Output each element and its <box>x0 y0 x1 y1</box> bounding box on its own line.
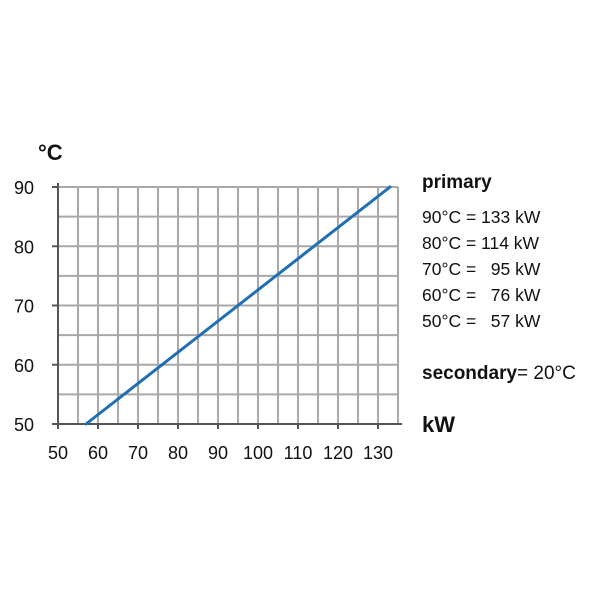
secondary-label: secondary <box>422 363 518 384</box>
secondary-note: secondary= 20°C <box>422 363 576 385</box>
y-axis-unit: °C <box>38 140 63 165</box>
legend-row: 60°C = 76 kW <box>422 285 541 305</box>
series <box>84 185 392 426</box>
x-axis-unit: kW <box>422 412 455 437</box>
y-tick-label: 70 <box>14 297 34 317</box>
x-tick-label: 60 <box>88 443 108 463</box>
series-line <box>84 185 392 426</box>
legend-row: 50°C = 57 kW <box>422 311 541 331</box>
legend-row: 70°C = 95 kW <box>422 259 541 279</box>
x-tick-label: 90 <box>208 443 228 463</box>
legend-title: primary <box>422 172 492 193</box>
tick-labels: 50 60 70 80 90 100 110 120 130 90 80 70 60 50 <box>14 178 393 463</box>
legend-row: 80°C = 114 kW <box>422 233 540 253</box>
y-tick-label: 80 <box>14 237 34 257</box>
x-tick-label: 130 <box>363 443 393 463</box>
grid <box>58 186 399 424</box>
x-tick-label: 100 <box>243 443 273 463</box>
legend-row: 90°C = 133 kW <box>422 207 541 227</box>
x-tick-label: 110 <box>284 443 313 463</box>
x-tick-label: 120 <box>323 443 353 463</box>
y-tick-label: 60 <box>14 356 34 376</box>
x-tick-label: 50 <box>48 443 68 463</box>
x-tick-label: 70 <box>128 443 148 463</box>
y-tick-label: 90 <box>14 178 34 198</box>
y-tick-label: 50 <box>14 415 34 435</box>
legend: primary 90°C = 133 kW 80°C = 114 kW 70°C… <box>422 172 603 334</box>
secondary-value: = 20°C <box>517 363 576 384</box>
axes <box>52 183 402 429</box>
x-tick-label: 80 <box>168 443 188 463</box>
